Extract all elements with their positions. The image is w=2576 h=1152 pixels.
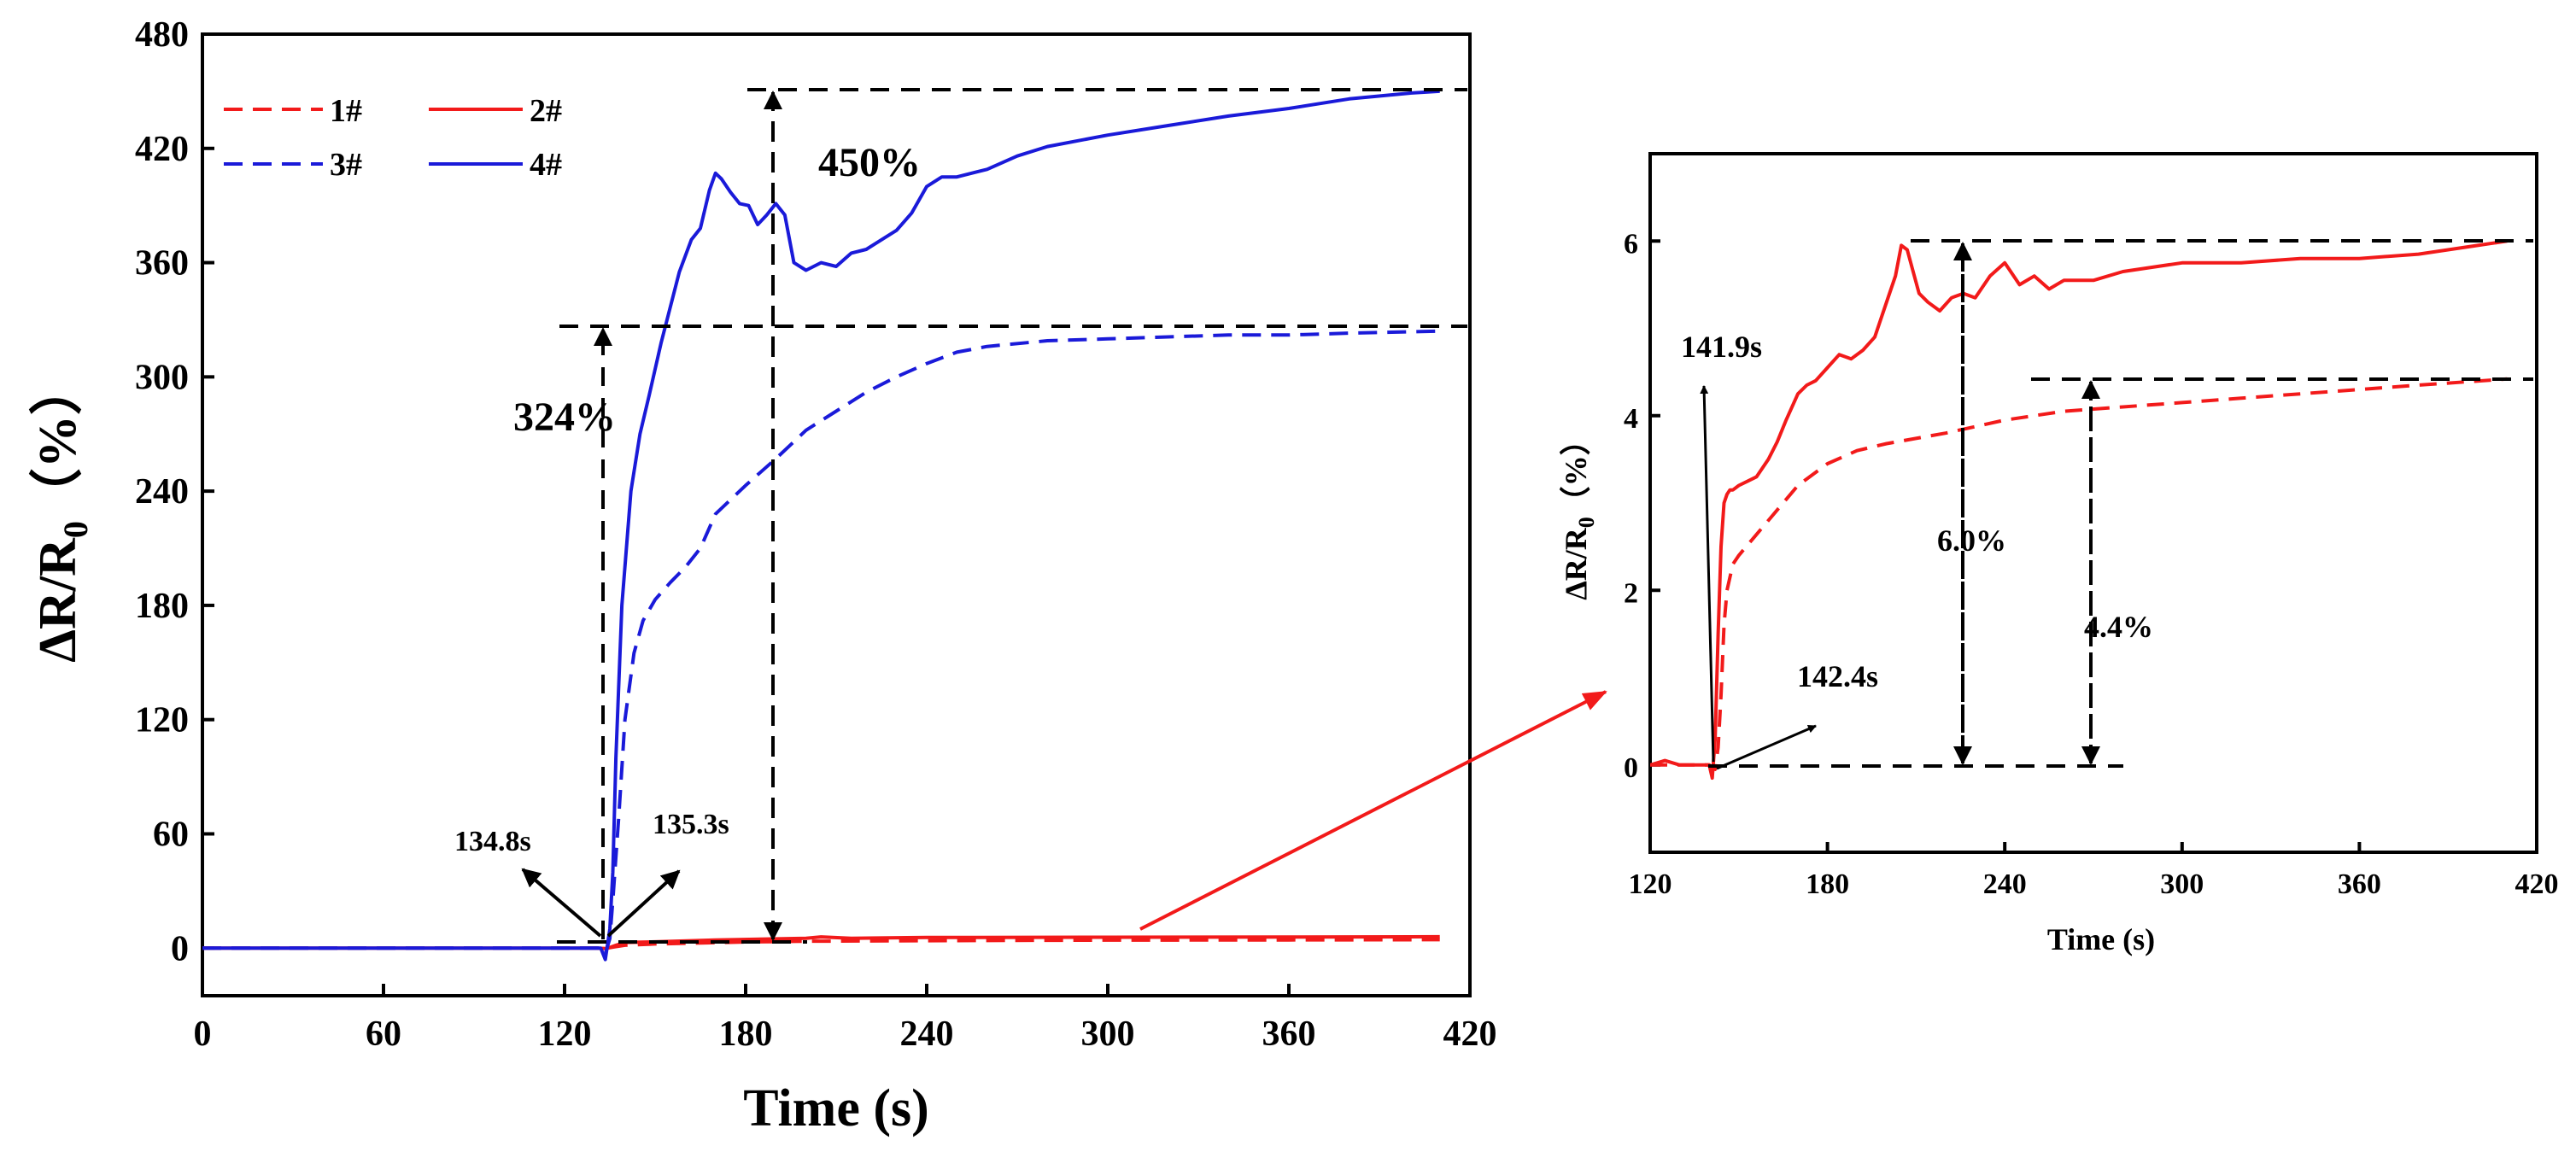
main-x-tick-label: 0	[194, 1015, 212, 1054]
inset-y-tick-label: 0	[1624, 752, 1638, 784]
main-series	[202, 89, 1440, 962]
legend-label-2: 2#	[530, 93, 562, 129]
inset-label-6-0-percent: 6.0%	[1937, 523, 2006, 558]
main-plot-frame	[201, 32, 1472, 997]
inset-annotation-arrows	[1700, 242, 2100, 770]
main-y-tick-label: 360	[135, 244, 189, 284]
inset-y-axis-title: ΔR/R0（%）	[1559, 424, 1599, 600]
main-y-tick-label: 240	[135, 472, 189, 512]
inset-arrow-1424	[1716, 724, 1817, 770]
inset-x-tick-label: 420	[2515, 868, 2559, 900]
main-y-axis-title: ΔR/R0（%）	[27, 362, 95, 663]
main-annotation-guides	[557, 88, 1467, 944]
main-x-tick-label: 240	[900, 1015, 954, 1054]
inset-series-2	[1650, 239, 2508, 781]
inset-y-tick-label: 4	[1624, 403, 1638, 435]
inset-x-tick-label: 300	[2160, 868, 2204, 900]
inset-y-axis-title-unit: （%）	[1559, 424, 1593, 517]
inset-x-axis-title: Time (s)	[2047, 922, 2155, 956]
main-series-1	[202, 938, 1440, 950]
main-x-tick-label: 60	[366, 1015, 401, 1054]
inset-y-tick-label: 2	[1624, 577, 1638, 609]
inset-x-tick-label: 360	[2338, 868, 2381, 900]
main-annotation-arrows	[521, 91, 782, 941]
inset-plot-frame	[1648, 152, 2538, 854]
inset-y-axis-title-main: ΔR/R	[1559, 527, 1593, 600]
inset-y-axis-title-sub: 0	[1574, 517, 1599, 528]
inset-arrow-1419	[1700, 385, 1715, 763]
main-ticks: 0 60 120 180 240 300 360 420 0 60 120 180 240 300 360 4…	[135, 15, 1497, 1054]
legend-item-3: 3#	[224, 147, 362, 183]
main-x-axis-title: Time (s)	[743, 1079, 929, 1137]
main-series-3	[202, 329, 1440, 956]
legend-label-1: 1#	[330, 93, 362, 129]
legend: 1# 2# 3# 4#	[224, 93, 562, 183]
main-y-tick-label: 180	[135, 587, 189, 626]
main-series-4	[202, 89, 1440, 962]
main-y-axis-title-unit: （%）	[27, 362, 87, 521]
label-324-percent: 324%	[513, 395, 616, 440]
legend-item-2: 2#	[429, 93, 562, 129]
main-y-tick-label: 480	[135, 15, 189, 55]
inset-label-141-9s: 141.9s	[1681, 330, 1762, 364]
label-450-percent: 450%	[818, 140, 921, 185]
inset-x-tick-label: 120	[1629, 868, 1672, 900]
main-x-tick-label: 360	[1262, 1015, 1316, 1054]
inset-x-tick-label: 180	[1806, 868, 1849, 900]
inset-label-4-4-percent: 4.4%	[2084, 610, 2153, 644]
legend-item-1: 1#	[224, 93, 362, 129]
main-x-tick-label: 300	[1081, 1015, 1135, 1054]
inset-ticks: 120 180 240 300 360 420 0 2 4 6	[1624, 228, 2559, 900]
inset-y-tick-label: 6	[1624, 228, 1638, 260]
zoom-connector-arrow	[1139, 690, 1607, 931]
main-y-tick-label: 420	[135, 130, 189, 169]
legend-item-4: 4#	[429, 147, 562, 183]
main-x-tick-label: 180	[719, 1015, 773, 1054]
inset-annotation-guides	[1708, 239, 2533, 768]
label-135-3s: 135.3s	[653, 809, 729, 840]
main-y-tick-label: 0	[171, 929, 189, 968]
main-y-axis-title-main: ΔR/R	[29, 537, 87, 663]
main-x-tick-label: 120	[538, 1015, 592, 1054]
legend-label-3: 3#	[330, 147, 362, 183]
main-y-tick-label: 60	[153, 815, 189, 854]
label-134-8s: 134.8s	[454, 826, 531, 857]
inset-label-142-4s: 142.4s	[1797, 659, 1878, 693]
main-y-tick-label: 300	[135, 358, 189, 397]
inset-x-tick-label: 240	[1983, 868, 2027, 900]
inset-series	[1650, 239, 2508, 781]
main-y-axis-title-sub: 0	[56, 521, 95, 538]
arrow-1348	[521, 868, 602, 938]
main-x-tick-label: 420	[1443, 1015, 1497, 1054]
main-chart: 0 60 120 180 240 300 360 420 0 60 120 180 240 300 360 4…	[27, 15, 1497, 1137]
inset-chart: 120 180 240 300 360 420 0 2 4 6 141.9s 142.4s 6.0…	[1559, 152, 2559, 956]
main-y-tick-label: 120	[135, 701, 189, 740]
legend-label-4: 4#	[530, 147, 562, 183]
arrow-1353	[606, 869, 681, 938]
